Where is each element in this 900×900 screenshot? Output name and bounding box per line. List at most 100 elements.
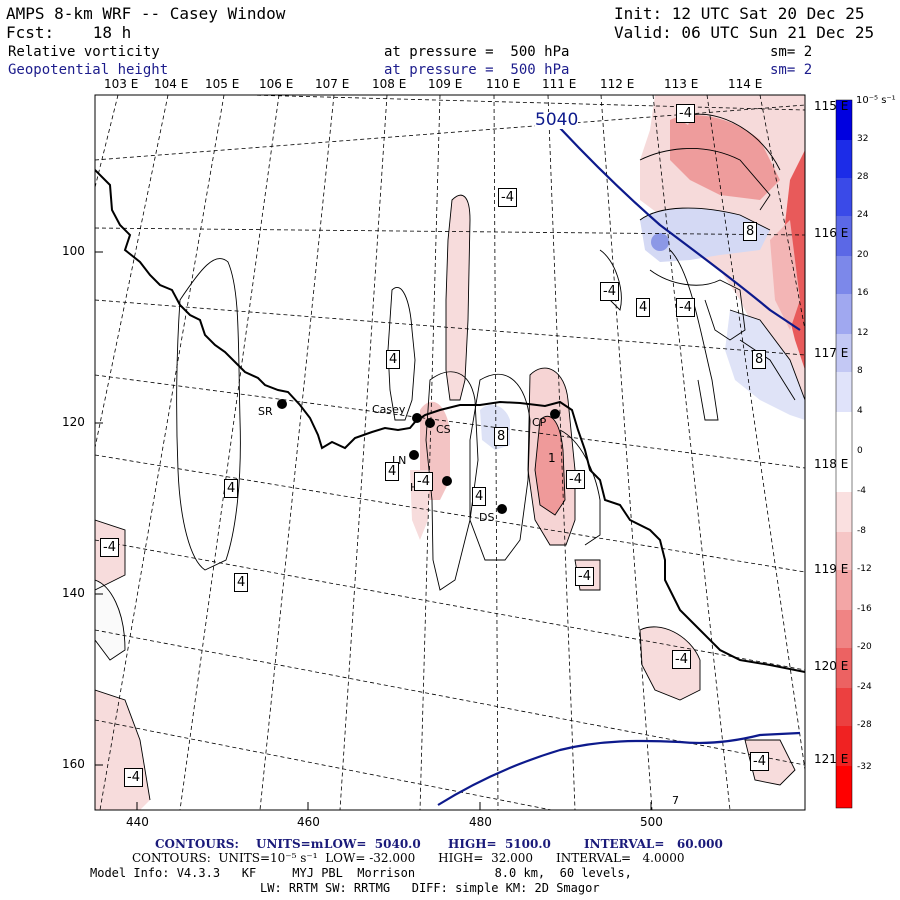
y-tick-label: 140 <box>62 586 85 600</box>
station-label-casey: Casey <box>372 403 406 416</box>
vort-contour-label: 4 <box>234 573 249 592</box>
footer-height-high: HIGH= 5100.0 <box>448 837 551 851</box>
vort-contour-label: 4 <box>224 479 239 498</box>
y-tick-label: 100 <box>62 244 85 258</box>
vorticity-shading <box>95 95 805 810</box>
colorbar-label: 20 <box>857 250 869 260</box>
colorbar-label: 12 <box>857 328 869 338</box>
station-dot-cp <box>550 409 560 419</box>
lon-label-right: 116 E <box>814 226 849 240</box>
vort-contour-label: 4 <box>636 298 651 317</box>
lon-label-top: 110 E <box>486 77 521 91</box>
colorbar-label: 0 <box>857 446 863 456</box>
footer-model-info: Model Info: V4.3.3 KF MYJ PBL Morrison 8… <box>90 866 632 880</box>
vorticity-contours <box>95 113 805 801</box>
forecast-hour: Fcst: 18 h <box>6 23 132 42</box>
y-tick-label: 120 <box>62 415 85 429</box>
vort-contour-label: -4 <box>414 472 433 491</box>
colorbar-label: -4 <box>857 486 866 496</box>
colorbar-label: -8 <box>857 526 866 536</box>
lon-label-top: 111 E <box>542 77 577 91</box>
plot-frame <box>94 94 806 811</box>
field1-smoothing: sm= 2 <box>770 44 813 60</box>
colorbar-unit: 10⁻⁵ s⁻¹ <box>856 95 896 106</box>
colorbar-label: 4 <box>857 406 863 416</box>
vort-contour-label: 8 <box>752 350 767 369</box>
vort-contour-label: 4 <box>386 350 401 369</box>
lon-label-top: 113 E <box>664 77 699 91</box>
vort-contour-label: -4 <box>575 567 594 586</box>
x-tick-label: 460 <box>297 815 320 829</box>
footer-height-interval: INTERVAL= 60.000 <box>584 837 723 851</box>
footer-height-contours: CONTOURS: <box>155 837 239 851</box>
footer-height-low: LOW= 5040.0 <box>324 837 421 851</box>
field1-name: Relative vorticity <box>8 44 160 60</box>
station-dot-ln <box>409 450 419 460</box>
footer-height-units: UNITS=m <box>256 837 324 851</box>
lon-label-top: 104 E <box>154 77 189 91</box>
y-tick-label: 160 <box>62 757 85 771</box>
lon-label-right: 117 E <box>814 346 849 360</box>
x-tick-label: 440 <box>126 815 149 829</box>
graticule <box>95 95 805 810</box>
colorbar-label: -32 <box>857 762 872 772</box>
vort-contour-label: -4 <box>676 298 695 317</box>
colorbar-label: -16 <box>857 604 872 614</box>
lon-label-top: 106 E <box>259 77 294 91</box>
station-dot-sr <box>277 399 287 409</box>
lon-label-right: 119 E <box>814 562 849 576</box>
station-dot-cs <box>425 418 435 428</box>
station-label-cp: CP <box>532 416 547 429</box>
station-label-sr: SR <box>258 405 273 418</box>
vort-contour-label: -4 <box>124 768 143 787</box>
colorbar-label: 28 <box>857 172 869 182</box>
vort-contour-label: 8 <box>743 222 758 241</box>
field2-name: Geopotential height <box>8 62 169 78</box>
footer-physics-info: LW: RRTM SW: RRTMG DIFF: simple KM: 2D S… <box>260 881 600 895</box>
axis-ticks <box>95 251 652 810</box>
valid-time: Valid: 06 UTC Sun 21 Dec 25 <box>614 23 875 42</box>
colorbar-label: 8 <box>857 366 863 376</box>
colorbar-label: 32 <box>857 134 869 144</box>
vort-contour-label: 4 <box>472 487 487 506</box>
init-time: Init: 12 UTC Sat 20 Dec 25 <box>614 4 865 23</box>
colorbar-label: -24 <box>857 682 872 692</box>
colorbar-label: -20 <box>857 642 872 652</box>
colorbar-label: -28 <box>857 720 872 730</box>
vort-contour-label: -4 <box>676 104 695 123</box>
colorbar <box>835 99 853 809</box>
lon-label-right: 120 E <box>814 659 849 673</box>
x-tick-label: 500 <box>640 815 663 829</box>
x-tick-label: 480 <box>469 815 492 829</box>
lon-label-right: 115 E <box>814 99 849 113</box>
station-label-cs: CS <box>436 423 451 436</box>
station-dot-casey <box>412 413 422 423</box>
vort-contour-label: -4 <box>498 188 517 207</box>
lon-label-top: 107 E <box>315 77 350 91</box>
lon-label-top: 103 E <box>104 77 139 91</box>
station-label-ln: LN <box>392 454 407 467</box>
vort-contour-label: -4 <box>566 470 585 489</box>
station-label-ds: DS <box>479 511 495 524</box>
colorbar-label: 24 <box>857 210 869 220</box>
lon-label-top: 114 E <box>728 77 763 91</box>
lon-label-right: 121 E <box>814 752 849 766</box>
lon-label-top: 108 E <box>372 77 407 91</box>
vort-contour-label: -4 <box>750 752 769 771</box>
colorbar-label: -12 <box>857 564 872 574</box>
vort-contour-label: -4 <box>100 538 119 557</box>
vort-contour-label: 8 <box>494 427 509 446</box>
field1-level: at pressure = 500 hPa <box>384 44 570 60</box>
vort-contour-label: 4 <box>385 462 400 481</box>
footer-vort-contours: CONTOURS: UNITS=10⁻⁵ s⁻¹ LOW= -32.000 HI… <box>132 851 685 865</box>
height-contours <box>437 127 801 806</box>
lon-label-top: 109 E <box>428 77 463 91</box>
vort-contour-label: -4 <box>672 650 691 669</box>
lon-label-top: 105 E <box>205 77 240 91</box>
vort-contour-label: -4 <box>600 282 619 301</box>
station-dot-hks <box>442 476 452 486</box>
field2-smoothing: sm= 2 <box>770 62 813 78</box>
height-contour-label: 5040 <box>535 110 579 130</box>
lon-label-right: 118 E <box>814 457 849 471</box>
